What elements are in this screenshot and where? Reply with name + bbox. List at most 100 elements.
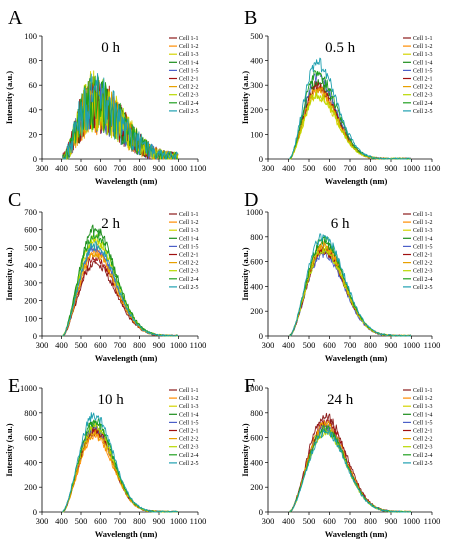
y-tick-label: 20	[29, 129, 38, 139]
x-tick-label: 900	[153, 340, 166, 350]
x-tick-label: 800	[133, 516, 146, 526]
x-tick-label: 800	[364, 340, 377, 350]
y-tick-label: 100	[24, 313, 37, 323]
series-line-cell-2-1	[62, 427, 179, 513]
legend-label: Cell 2-5	[179, 109, 199, 115]
legend-label: Cell 1-2	[179, 220, 199, 226]
legend: Cell 1-1 Cell 1-2 Cell 1-3 Cell 1-4 Cell 1-5…	[403, 36, 433, 115]
panel-c: C 0 100 200 300 400 500 600 700 300 400 500 600 700 80…	[4, 189, 206, 363]
y-tick-label: 0	[33, 331, 37, 341]
y-tick-label: 1000	[246, 207, 263, 217]
y-tick-label: 0	[259, 507, 263, 517]
x-tick-label: 400	[55, 340, 68, 350]
x-tick-label: 800	[364, 516, 377, 526]
x-tick-label: 1100	[190, 516, 207, 526]
panel-letter: C	[8, 189, 21, 211]
series-line-cell-2-3	[289, 89, 412, 160]
legend-label: Cell 1-4	[179, 236, 199, 242]
legend-label: Cell 1-3	[179, 52, 199, 58]
x-tick-label: 1100	[190, 340, 207, 350]
y-axis-title: Intensity (a.u.)	[4, 247, 14, 300]
x-tick-label: 800	[364, 163, 377, 173]
legend-label: Cell 2-4	[179, 453, 199, 459]
legend-label: Cell 2-4	[413, 101, 433, 107]
legend-label: Cell 2-3	[179, 93, 199, 99]
x-tick-label: 300	[262, 163, 275, 173]
legend-label: Cell 1-1	[413, 36, 433, 42]
series-line-cell-1-4	[62, 420, 179, 513]
legend-label: Cell 1-4	[179, 60, 199, 66]
legend-label: Cell 1-5	[179, 420, 199, 426]
x-tick-label: 400	[282, 516, 295, 526]
legend-label: Cell 1-5	[179, 68, 199, 74]
panel-letter: E	[8, 375, 20, 397]
legend-label: Cell 2-3	[413, 93, 433, 99]
y-tick-label: 400	[24, 457, 37, 467]
series-line-cell-2-1	[289, 245, 412, 337]
y-tick-label: 1000	[20, 383, 37, 393]
y-axis-title: Intensity (a.u.)	[240, 247, 250, 300]
panel-e: E 0 200 400 600 800 1000 300 400 500 600 700 800 900 1…	[4, 375, 206, 539]
y-axis-title: Intensity (a.u.)	[4, 71, 14, 124]
x-tick-label: 500	[75, 163, 88, 173]
legend: Cell 1-1 Cell 1-2 Cell 1-3 Cell 1-4 Cell 1-5…	[169, 388, 199, 467]
legend-label: Cell 2-5	[413, 461, 433, 467]
x-axis-title: Wavelength (nm)	[325, 176, 388, 186]
legend-label: Cell 2-3	[179, 269, 199, 275]
series-line-cell-1-5	[62, 425, 178, 513]
time-annotation: 6 h	[331, 216, 350, 232]
legend-label: Cell 1-1	[413, 388, 433, 394]
legend-label: Cell 2-4	[413, 453, 433, 459]
y-tick-label: 600	[250, 433, 263, 443]
y-axis-title: Intensity (a.u.)	[240, 71, 250, 124]
x-tick-label: 900	[153, 516, 166, 526]
x-tick-label: 1000	[170, 163, 187, 173]
x-tick-label: 900	[385, 340, 398, 350]
x-axis-title: Wavelength (nm)	[95, 529, 158, 539]
series-line-cell-1-3	[62, 424, 178, 513]
legend-label: Cell 1-2	[413, 220, 433, 226]
x-axis-title: Wavelength (nm)	[95, 176, 158, 186]
x-tick-label: 400	[282, 163, 295, 173]
legend-label: Cell 1-4	[413, 412, 433, 418]
legend-label: Cell 1-5	[179, 244, 199, 250]
x-axis-title: Wavelength (nm)	[325, 529, 388, 539]
series-line-cell-1-4	[289, 237, 411, 337]
legend-label: Cell 1-3	[179, 228, 199, 234]
x-tick-label: 700	[114, 163, 127, 173]
legend-label: Cell 1-1	[179, 212, 199, 218]
legend-label: Cell 1-5	[413, 420, 433, 426]
x-axis-title: Wavelength (nm)	[325, 353, 388, 363]
x-tick-label: 600	[323, 163, 336, 173]
legend-label: Cell 1-3	[179, 404, 199, 410]
legend-label: Cell 2-5	[413, 109, 433, 115]
legend-label: Cell 1-3	[413, 404, 433, 410]
x-tick-label: 500	[303, 516, 316, 526]
legend-label: Cell 1-3	[413, 228, 433, 234]
x-tick-label: 900	[385, 163, 398, 173]
series-line-cell-1-3	[289, 247, 411, 337]
legend: Cell 1-1 Cell 1-2 Cell 1-3 Cell 1-4 Cell 1-5…	[403, 388, 433, 467]
y-tick-label: 0	[33, 507, 37, 517]
y-tick-label: 800	[24, 408, 37, 418]
legend-label: Cell 2-2	[179, 261, 199, 267]
x-tick-label: 1000	[403, 516, 420, 526]
x-tick-label: 300	[36, 163, 49, 173]
series-line-cell-2-5	[62, 412, 178, 513]
x-tick-label: 600	[94, 163, 107, 173]
series-line-cell-2-5	[62, 72, 179, 160]
legend-label: Cell 2-4	[179, 277, 199, 283]
series-line-cell-1-1	[62, 429, 179, 513]
series-line-cell-2-5	[289, 429, 411, 513]
series-line-cell-2-5	[62, 240, 179, 337]
legend-label: Cell 1-4	[179, 412, 199, 418]
x-tick-label: 1100	[424, 163, 441, 173]
series-line-cell-2-5	[289, 233, 412, 337]
y-tick-label: 0	[33, 154, 37, 164]
time-annotation: 0.5 h	[325, 40, 356, 56]
x-tick-label: 900	[385, 516, 398, 526]
legend-label: Cell 1-2	[179, 44, 199, 50]
x-tick-label: 800	[133, 340, 146, 350]
series-line-cell-2-3	[289, 246, 412, 337]
legend-label: Cell 1-5	[413, 244, 433, 250]
